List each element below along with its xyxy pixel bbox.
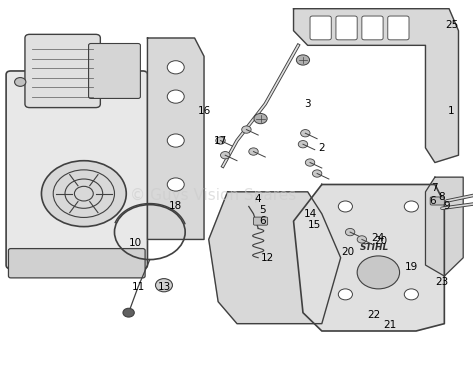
Text: 13: 13: [157, 282, 171, 292]
FancyBboxPatch shape: [362, 16, 383, 40]
Polygon shape: [209, 192, 341, 324]
Circle shape: [312, 170, 322, 177]
FancyBboxPatch shape: [310, 16, 331, 40]
Circle shape: [301, 130, 310, 137]
Circle shape: [357, 236, 366, 243]
FancyBboxPatch shape: [336, 16, 357, 40]
FancyBboxPatch shape: [388, 16, 409, 40]
Text: 6: 6: [429, 196, 436, 206]
Polygon shape: [293, 184, 444, 331]
Text: 5: 5: [260, 205, 266, 215]
Circle shape: [216, 137, 225, 144]
Polygon shape: [293, 9, 458, 162]
Text: 4: 4: [255, 194, 262, 204]
Text: 14: 14: [303, 209, 317, 219]
Circle shape: [254, 113, 267, 124]
Circle shape: [167, 90, 184, 103]
Circle shape: [128, 254, 139, 262]
Circle shape: [298, 141, 308, 148]
Text: 20: 20: [341, 247, 354, 257]
Text: 12: 12: [261, 253, 274, 263]
Text: 6: 6: [260, 216, 266, 226]
Text: 11: 11: [131, 282, 145, 292]
Circle shape: [167, 178, 184, 191]
Text: 24: 24: [372, 232, 385, 242]
Text: 3: 3: [304, 99, 311, 109]
Circle shape: [338, 201, 353, 212]
Text: 2: 2: [319, 143, 325, 153]
Circle shape: [346, 228, 355, 236]
Text: 15: 15: [308, 220, 321, 230]
Text: 16: 16: [197, 106, 210, 116]
Text: 7: 7: [432, 183, 438, 193]
FancyBboxPatch shape: [25, 34, 100, 108]
Circle shape: [305, 159, 315, 166]
FancyBboxPatch shape: [9, 249, 145, 278]
Circle shape: [296, 55, 310, 65]
Text: 19: 19: [405, 262, 418, 272]
Circle shape: [15, 254, 26, 262]
Text: 10: 10: [129, 238, 142, 248]
Text: 22: 22: [367, 310, 380, 320]
Circle shape: [404, 201, 419, 212]
Polygon shape: [147, 38, 204, 239]
Text: 23: 23: [435, 276, 448, 287]
Text: 21: 21: [383, 321, 397, 331]
Circle shape: [41, 161, 126, 227]
Circle shape: [167, 134, 184, 147]
Text: 20: 20: [374, 236, 387, 246]
Text: 18: 18: [169, 201, 182, 211]
FancyBboxPatch shape: [430, 197, 444, 205]
Circle shape: [123, 308, 134, 317]
Text: 9: 9: [443, 201, 450, 211]
FancyBboxPatch shape: [254, 217, 268, 225]
FancyBboxPatch shape: [89, 44, 140, 99]
Circle shape: [404, 289, 419, 300]
Circle shape: [242, 126, 251, 133]
Polygon shape: [426, 177, 463, 276]
Circle shape: [357, 256, 400, 289]
Text: STIHL: STIHL: [359, 244, 389, 252]
Text: 17: 17: [214, 135, 227, 145]
Circle shape: [249, 148, 258, 155]
Circle shape: [128, 77, 139, 86]
Circle shape: [15, 77, 26, 86]
Circle shape: [167, 61, 184, 74]
Text: 8: 8: [438, 192, 445, 202]
Circle shape: [338, 289, 353, 300]
FancyBboxPatch shape: [6, 71, 147, 269]
Text: 25: 25: [445, 20, 458, 30]
Text: 1: 1: [448, 106, 455, 116]
Circle shape: [155, 279, 173, 292]
Circle shape: [220, 152, 230, 159]
Text: © Guys Vision Spares: © Guys Vision Spares: [130, 188, 297, 203]
